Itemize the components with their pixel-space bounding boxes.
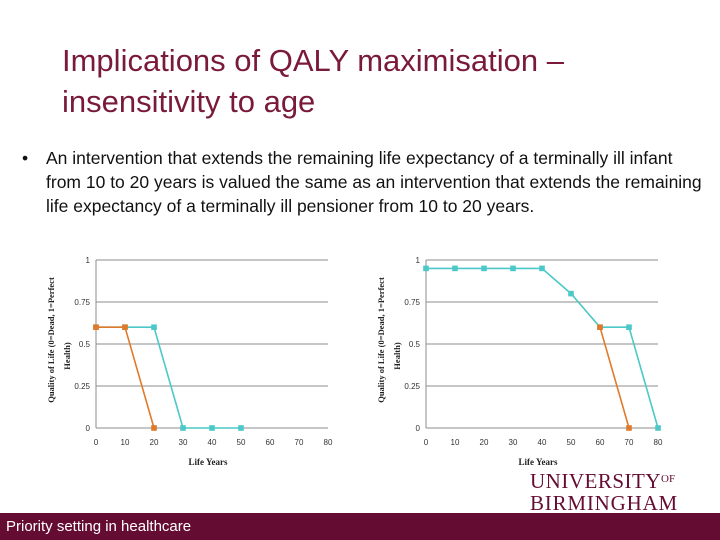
y-axis-label: Quality of Life (0=Dead, 1=Perfect (46, 277, 56, 403)
x-tick-label: 50 (567, 438, 576, 447)
y-tick-label: 0.75 (74, 298, 90, 307)
x-tick-label: 60 (596, 438, 605, 447)
footer-text: Priority setting in healthcare (6, 518, 192, 535)
data-point-cyan (209, 425, 215, 431)
slide-title: Implications of QALY maximisation – inse… (62, 40, 702, 122)
university-logo: UNIVERSITYOF BIRMINGHAM (530, 468, 690, 514)
series-line-orange (599, 326, 630, 429)
logo-university: UNIVERSITY (530, 469, 661, 493)
series-line-cyan (426, 267, 659, 429)
data-point-cyan (626, 324, 632, 330)
bullet-text: An intervention that extends the remaini… (46, 148, 702, 216)
data-point-orange (151, 425, 157, 431)
footer-bar (0, 513, 720, 540)
chart-pensioner: 0 0.25 0.5 0.75 1 0 10 20 30 40 50 60 70 80 Life Years… (370, 250, 670, 475)
series-line-orange (96, 326, 155, 429)
data-point-cyan (539, 265, 545, 272)
bullet-icon: • (22, 148, 29, 168)
y-axis-label: Quality of Life (0=Dead, 1=Perfect (376, 277, 386, 403)
y-axis-label-line-2: Health) (62, 342, 72, 370)
y-axis-label-line-2: Health) (392, 342, 402, 370)
y-tick-label: 1 (416, 256, 421, 265)
slide-title-line-2: insensitivity to age (62, 84, 316, 119)
y-tick-label: 0.5 (79, 340, 91, 349)
x-tick-label: 20 (150, 438, 159, 447)
logo-birmingham: BIRMINGHAM (530, 491, 679, 515)
data-point-cyan (568, 290, 574, 297)
bullet-point: • An intervention that extends the remai… (22, 146, 702, 218)
data-point-orange (122, 324, 128, 330)
y-tick-label: 0.75 (404, 298, 420, 307)
x-tick-label: 20 (480, 438, 489, 447)
logo-of: OF (661, 473, 676, 485)
y-tick-label: 0.5 (409, 340, 421, 349)
data-point-cyan (423, 265, 429, 272)
y-tick-label: 0.25 (404, 382, 420, 391)
chart-infant: 0 0.25 0.5 0.75 1 0 10 20 30 40 50 60 70 80 Life Years… (40, 250, 340, 475)
data-point-cyan (151, 324, 157, 330)
x-tick-label: 50 (237, 438, 246, 447)
x-tick-label: 10 (121, 438, 130, 447)
data-point-cyan (655, 425, 661, 431)
x-axis-label: Life Years (189, 457, 228, 467)
data-point-cyan (452, 265, 458, 272)
y-tick-label: 0 (86, 424, 91, 433)
x-tick-label: 80 (324, 438, 333, 447)
data-point-cyan (481, 265, 487, 272)
x-tick-label: 80 (654, 438, 663, 447)
slide-title-line-1: Implications of QALY maximisation – (62, 43, 564, 78)
series-line-cyan (96, 326, 241, 429)
data-point-cyan (238, 425, 244, 431)
x-tick-label: 0 (94, 438, 99, 447)
y-tick-label: 1 (86, 256, 91, 265)
x-axis-label: Life Years (519, 457, 558, 467)
data-point-cyan (510, 265, 516, 272)
x-tick-label: 0 (424, 438, 429, 447)
y-tick-label: 0 (416, 424, 421, 433)
x-tick-label: 40 (208, 438, 217, 447)
data-point-orange (93, 324, 99, 330)
x-tick-label: 10 (451, 438, 460, 447)
x-tick-label: 60 (266, 438, 275, 447)
data-point-cyan (180, 425, 186, 431)
y-tick-label: 0.25 (74, 382, 90, 391)
x-tick-label: 30 (509, 438, 518, 447)
x-tick-label: 70 (295, 438, 304, 447)
x-tick-label: 70 (625, 438, 634, 447)
x-tick-label: 40 (538, 438, 547, 447)
data-point-orange (626, 425, 632, 431)
data-point-orange (597, 324, 603, 330)
x-tick-label: 30 (179, 438, 188, 447)
